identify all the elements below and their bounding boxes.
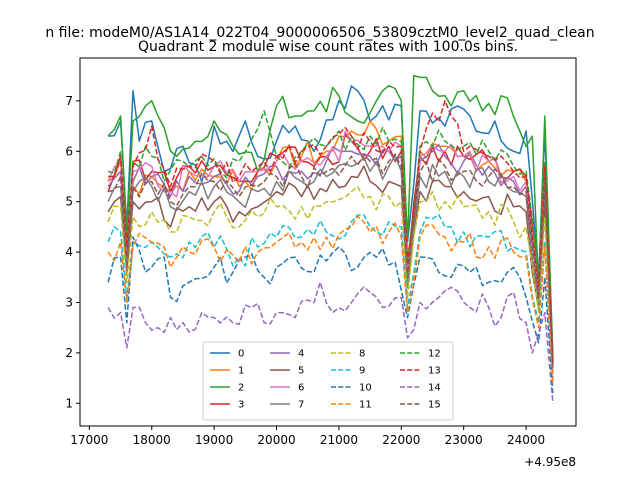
x-offset-label: +4.95e8	[524, 455, 576, 469]
legend-label-10: 10	[359, 383, 372, 394]
legend-label-0: 0	[238, 349, 244, 360]
y-tick-label: 5	[65, 195, 73, 209]
y-tick-label: 6	[65, 144, 73, 158]
y-tick-label: 2	[65, 346, 73, 360]
legend-label-4: 4	[298, 349, 304, 360]
series-line-12	[107, 110, 554, 364]
legend-label-15: 15	[428, 400, 441, 411]
legend-label-6: 6	[298, 383, 304, 394]
legend-label-8: 8	[359, 349, 365, 360]
x-tick-label: 18000	[133, 433, 171, 447]
x-tick-label: 22000	[382, 433, 420, 447]
x-tick-label: 21000	[320, 433, 358, 447]
y-tick-label: 3	[65, 295, 73, 309]
series-lines	[107, 74, 554, 404]
series-line-5	[107, 165, 554, 374]
x-tick-label: 20000	[257, 433, 295, 447]
legend-label-13: 13	[428, 366, 441, 377]
legend-label-14: 14	[428, 383, 441, 394]
series-line-8	[107, 185, 554, 379]
series-line-6	[107, 130, 554, 364]
legend-label-9: 9	[359, 366, 365, 377]
series-line-0	[108, 85, 554, 358]
y-tick-label: 4	[65, 245, 73, 259]
axes-frame	[79, 57, 577, 427]
legend-label-7: 7	[298, 400, 304, 411]
x-axis: 17000 18000 19000 20000 21000 22000 23000 24000	[70, 426, 545, 447]
chart-title: Quadrant 2 module wise count rates with …	[138, 39, 518, 55]
legend-label-1: 1	[238, 366, 244, 377]
legend-label-12: 12	[428, 349, 441, 360]
series-line-14	[107, 281, 554, 404]
figure-suptitle: n file: modeM0/AS1A14_022T04_9000006506_…	[45, 25, 594, 41]
x-tick-label: 19000	[195, 433, 233, 447]
y-axis: 1 2 3 4 5 6 7	[65, 94, 80, 410]
legend-label-5: 5	[298, 366, 304, 377]
legend-box	[202, 341, 454, 421]
legend-label-11: 11	[359, 400, 372, 411]
series-line-13	[108, 100, 554, 364]
series-line-2	[107, 74, 554, 358]
y-tick-label: 7	[65, 94, 73, 108]
x-tick-label: 17000	[70, 433, 108, 447]
series-line-9	[107, 213, 554, 384]
series-line-4	[107, 143, 554, 369]
legend-label-2: 2	[238, 383, 244, 394]
legend-label-3: 3	[238, 400, 244, 411]
series-line-10	[107, 236, 554, 394]
y-tick-label: 1	[65, 396, 73, 410]
series-line-7	[107, 155, 554, 369]
series-line-15	[107, 153, 554, 369]
x-tick-label: 23000	[445, 433, 483, 447]
x-tick-label: 24000	[507, 433, 545, 447]
